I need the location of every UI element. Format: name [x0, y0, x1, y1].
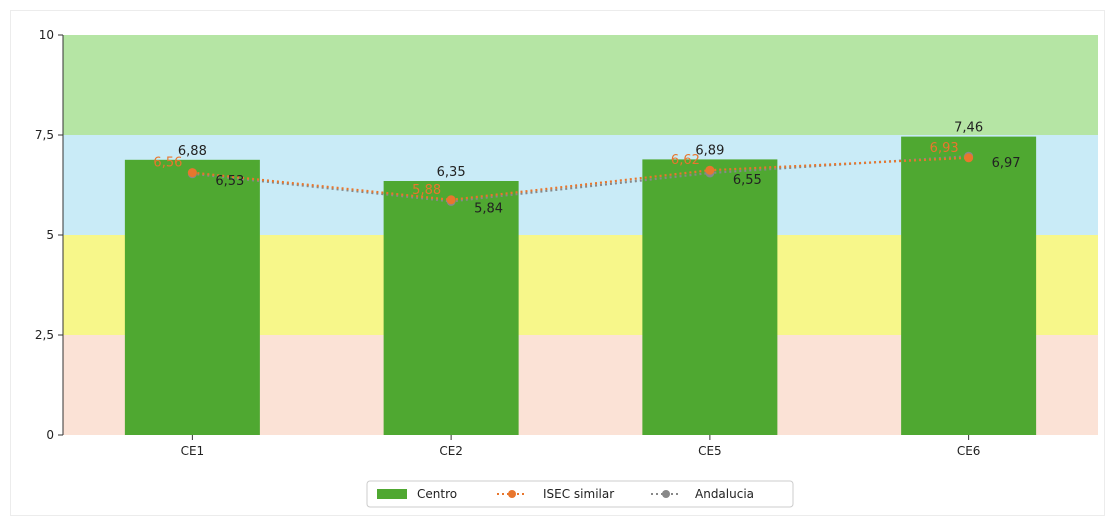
isec-point-ce2 — [446, 195, 456, 205]
bar-series — [124, 136, 1037, 436]
y-tick-label-3: 7,5 — [35, 128, 54, 142]
x-tick-label-ce6: CE6 — [957, 444, 981, 458]
isec-label-ce5: 6,62 — [671, 153, 700, 168]
bar-ce1 — [124, 159, 260, 436]
andalucia-label-ce5: 6,55 — [733, 173, 762, 188]
line-series — [187, 151, 974, 206]
legend-box — [366, 480, 794, 508]
x-tick-label-ce1: CE1 — [181, 444, 205, 458]
legend-label-andalucia: Andalucia — [695, 487, 754, 501]
legend: Centro ISEC similar Andalucia — [366, 480, 794, 508]
andalucia-label-ce6: 6,97 — [992, 156, 1021, 171]
bar-label-ce5: 6,89 — [695, 143, 724, 158]
andalucia-label-ce1: 6,53 — [215, 174, 244, 189]
bar-label-ce6: 7,46 — [954, 121, 983, 136]
andalucia-label-ce2: 5,84 — [474, 201, 503, 216]
bar-ce6 — [901, 136, 1037, 435]
isec-label-ce6: 6,93 — [930, 141, 959, 156]
bar-ce2 — [383, 181, 519, 435]
value-labels: 6,88 6,35 6,89 7,46 6,56 5,88 6,62 6,93 6,53 5,84… — [153, 121, 1020, 217]
x-tick-label-ce5: CE5 — [698, 444, 722, 458]
x-tick-label-ce2: CE2 — [439, 444, 463, 458]
band-3 — [63, 35, 1098, 135]
isec-line — [192, 156, 969, 201]
y-tick-label-2: 5 — [46, 228, 54, 242]
isec-point-ce1 — [187, 168, 197, 178]
isec-label-ce1: 6,56 — [153, 156, 182, 171]
legend-marker-andalucia — [662, 490, 670, 498]
axes: 0 2,5 5 7,5 10 CE1 CE2 CE5 CE6 — [35, 28, 981, 458]
isec-point-ce5 — [705, 165, 715, 175]
y-tick-label-4: 10 — [39, 28, 54, 42]
y-tick-label-0: 0 — [46, 428, 54, 442]
legend-label-centro: Centro — [417, 487, 457, 501]
bar-label-ce2: 6,35 — [437, 165, 466, 180]
y-tick-label-1: 2,5 — [35, 328, 54, 342]
bar-ce5 — [642, 159, 778, 435]
bar-label-ce1: 6,88 — [178, 144, 207, 159]
isec-point-ce6 — [964, 153, 974, 163]
isec-label-ce2: 5,88 — [412, 183, 441, 198]
legend-marker-isec — [508, 490, 516, 498]
legend-label-isec: ISEC similar — [543, 487, 614, 501]
legend-swatch-centro — [377, 489, 407, 499]
